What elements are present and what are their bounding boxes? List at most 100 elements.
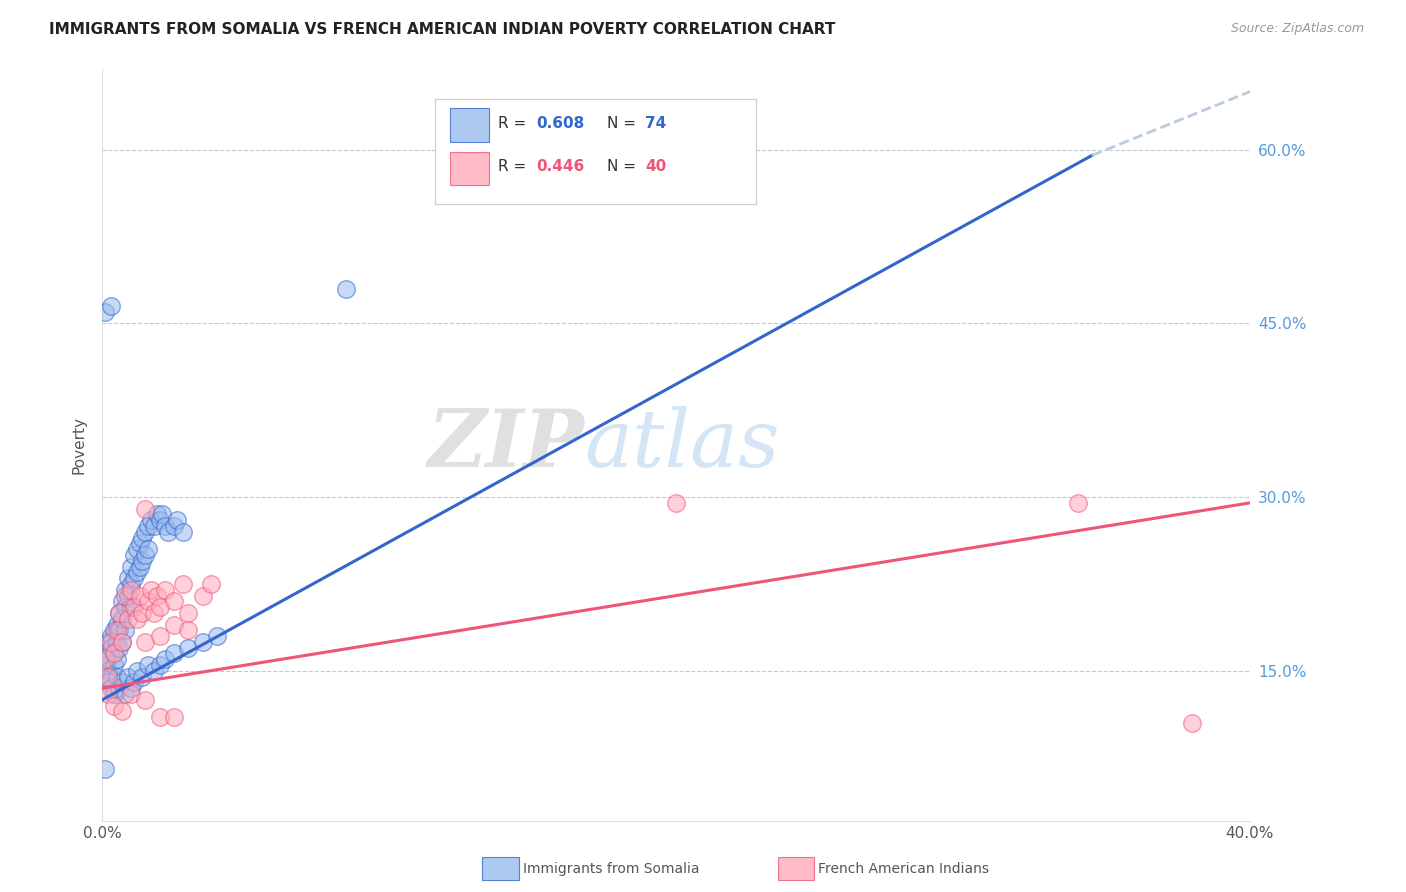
Point [120, 600, 142, 615]
Point [200, 577, 222, 591]
Point [125, 612, 148, 626]
Point [125, 566, 148, 580]
Point [117, 670, 139, 684]
Text: 0.608: 0.608 [536, 116, 585, 131]
Point [111, 612, 134, 626]
Point [111, 675, 134, 690]
Text: Immigrants from Somalia: Immigrants from Somalia [523, 862, 700, 876]
Point [122, 600, 145, 615]
Point [94, 658, 117, 673]
Point [128, 559, 150, 574]
Point [665, 496, 688, 510]
Point [155, 652, 177, 666]
Point [97, 670, 120, 684]
Point [191, 589, 214, 603]
Point [136, 594, 159, 608]
Point [134, 548, 156, 562]
Point [128, 589, 150, 603]
Point [105, 624, 128, 638]
Point [155, 519, 177, 533]
Point [122, 675, 145, 690]
Point [134, 693, 156, 707]
Point [172, 577, 194, 591]
Point [136, 658, 159, 673]
Point [100, 629, 122, 643]
Point [152, 508, 174, 522]
Point [100, 299, 122, 313]
Point [114, 600, 136, 615]
Point [97, 635, 120, 649]
Point [136, 519, 159, 533]
Point [103, 647, 125, 661]
Point [117, 612, 139, 626]
FancyBboxPatch shape [450, 109, 489, 142]
Point [136, 542, 159, 557]
Point [149, 513, 172, 527]
Point [131, 531, 153, 545]
Point [163, 617, 186, 632]
Point [100, 640, 122, 655]
Point [117, 589, 139, 603]
Point [120, 559, 142, 574]
Point [172, 524, 194, 539]
Point [100, 635, 122, 649]
Point [108, 640, 131, 655]
Text: Source: ZipAtlas.com: Source: ZipAtlas.com [1230, 22, 1364, 36]
Point [335, 282, 357, 296]
Point [149, 710, 172, 724]
Point [122, 571, 145, 585]
Text: N =: N = [607, 159, 641, 174]
Point [1181, 716, 1204, 731]
Text: 40: 40 [645, 159, 666, 174]
Point [103, 624, 125, 638]
Point [103, 658, 125, 673]
Point [120, 582, 142, 597]
Point [142, 664, 165, 678]
Point [163, 647, 186, 661]
FancyBboxPatch shape [450, 153, 489, 186]
Point [105, 635, 128, 649]
Point [105, 652, 128, 666]
Point [120, 687, 142, 701]
Text: 0.446: 0.446 [536, 159, 585, 174]
Point [111, 705, 134, 719]
Point [139, 582, 162, 597]
Point [125, 664, 148, 678]
Point [108, 606, 131, 620]
Point [149, 629, 172, 643]
Point [120, 681, 142, 696]
Point [163, 710, 186, 724]
Point [114, 589, 136, 603]
Text: French American Indians: French American Indians [818, 862, 990, 876]
Point [149, 600, 172, 615]
Point [103, 698, 125, 713]
Point [94, 762, 117, 776]
Text: N =: N = [607, 116, 641, 131]
Text: ZIP: ZIP [427, 406, 585, 483]
Point [163, 594, 186, 608]
Point [108, 681, 131, 696]
Point [94, 647, 117, 661]
Y-axis label: Poverty: Poverty [72, 416, 86, 474]
Point [108, 624, 131, 638]
FancyBboxPatch shape [434, 99, 756, 204]
Point [142, 606, 165, 620]
Point [120, 577, 142, 591]
Point [108, 606, 131, 620]
Point [131, 670, 153, 684]
Text: R =: R = [498, 159, 531, 174]
Point [155, 582, 177, 597]
Point [139, 513, 162, 527]
Point [128, 536, 150, 550]
Point [114, 687, 136, 701]
Point [94, 305, 117, 319]
Point [145, 508, 167, 522]
Point [105, 617, 128, 632]
Point [177, 624, 200, 638]
Text: IMMIGRANTS FROM SOMALIA VS FRENCH AMERICAN INDIAN POVERTY CORRELATION CHART: IMMIGRANTS FROM SOMALIA VS FRENCH AMERIC… [49, 22, 835, 37]
Point [191, 635, 214, 649]
Point [157, 524, 180, 539]
Point [97, 664, 120, 678]
Point [117, 571, 139, 585]
Point [177, 640, 200, 655]
